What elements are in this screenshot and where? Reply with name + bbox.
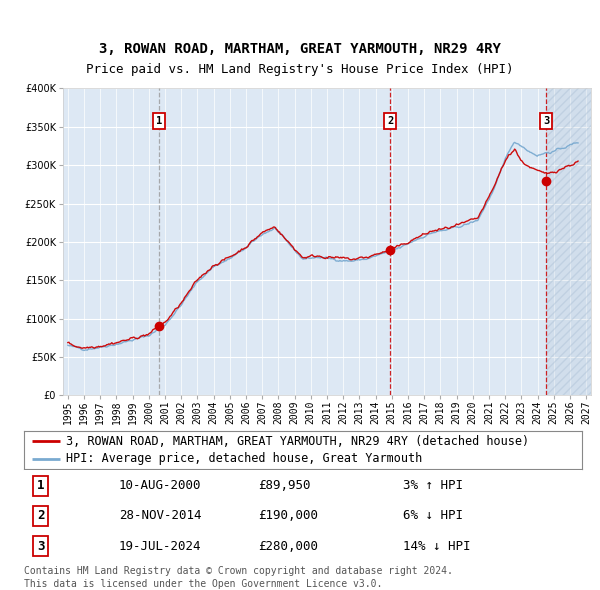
Text: 28-NOV-2014: 28-NOV-2014 (119, 509, 202, 523)
Text: £280,000: £280,000 (259, 540, 319, 553)
Text: 3: 3 (543, 116, 550, 126)
Text: 2: 2 (37, 509, 44, 523)
Text: 3, ROWAN ROAD, MARTHAM, GREAT YARMOUTH, NR29 4RY: 3, ROWAN ROAD, MARTHAM, GREAT YARMOUTH, … (99, 42, 501, 56)
Text: This data is licensed under the Open Government Licence v3.0.: This data is licensed under the Open Gov… (24, 579, 382, 589)
Text: 6% ↓ HPI: 6% ↓ HPI (403, 509, 463, 523)
Text: 14% ↓ HPI: 14% ↓ HPI (403, 540, 471, 553)
Text: Contains HM Land Registry data © Crown copyright and database right 2024.: Contains HM Land Registry data © Crown c… (24, 566, 453, 576)
Text: 2: 2 (387, 116, 394, 126)
Text: £190,000: £190,000 (259, 509, 319, 523)
Text: £89,950: £89,950 (259, 479, 311, 492)
Bar (546, 73, 594, 395)
Text: Price paid vs. HM Land Registry's House Price Index (HPI): Price paid vs. HM Land Registry's House … (86, 63, 514, 76)
Text: 1: 1 (37, 479, 44, 492)
Text: 3: 3 (37, 540, 44, 553)
Text: 3, ROWAN ROAD, MARTHAM, GREAT YARMOUTH, NR29 4RY (detached house): 3, ROWAN ROAD, MARTHAM, GREAT YARMOUTH, … (66, 435, 529, 448)
Bar (546, 73, 594, 395)
Text: 19-JUL-2024: 19-JUL-2024 (119, 540, 202, 553)
Text: 1: 1 (156, 116, 162, 126)
Text: 3% ↑ HPI: 3% ↑ HPI (403, 479, 463, 492)
Text: 10-AUG-2000: 10-AUG-2000 (119, 479, 202, 492)
Text: HPI: Average price, detached house, Great Yarmouth: HPI: Average price, detached house, Grea… (66, 452, 422, 465)
